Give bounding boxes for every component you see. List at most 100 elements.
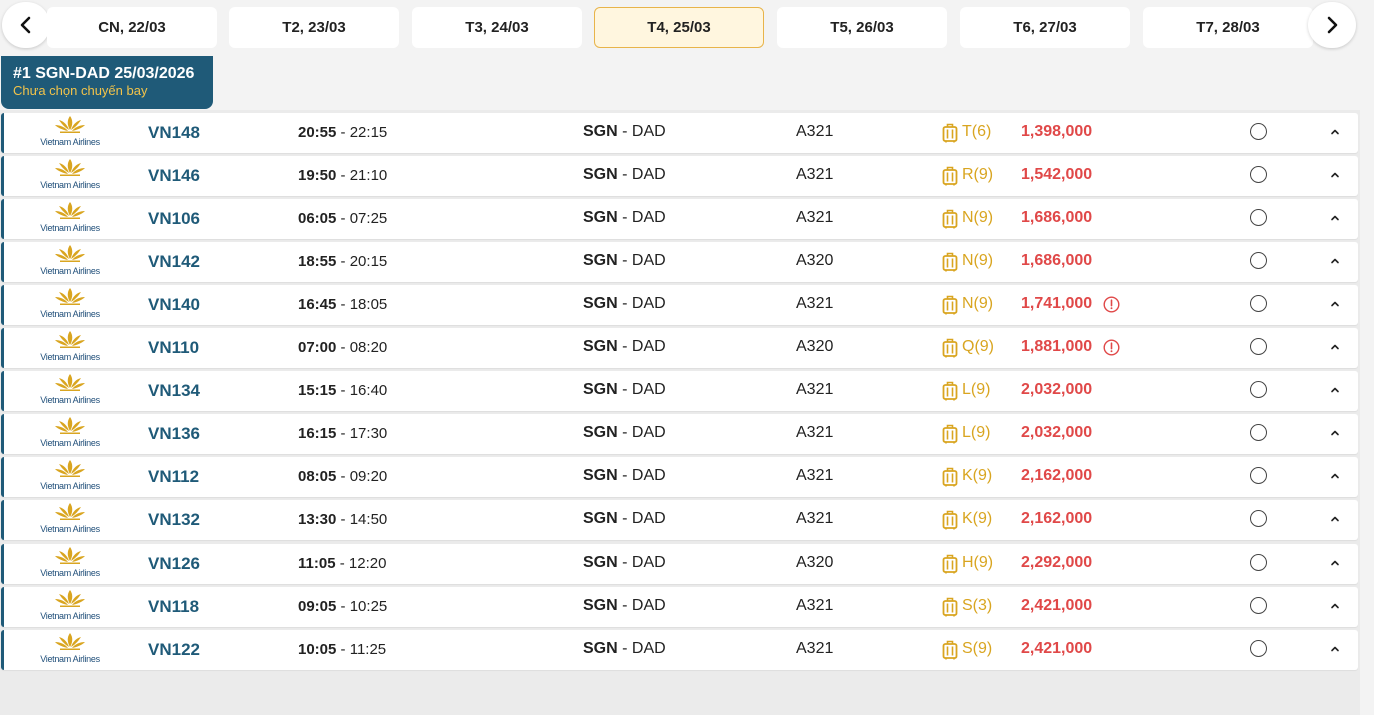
date-tab-0[interactable]: CN, 22/03 xyxy=(47,7,217,48)
fare-price: 2,421,000 xyxy=(1021,596,1093,614)
chevron-up-icon[interactable] xyxy=(1329,470,1341,482)
airline-logo: Vietnam Airlines xyxy=(34,287,106,323)
flight-row[interactable]: Vietnam Airlines VN136 16:15 - 17:30 SGN… xyxy=(1,414,1358,455)
flight-number: VN140 xyxy=(148,295,200,315)
arrival-time: 21:10 xyxy=(349,167,388,185)
chevron-up-icon[interactable] xyxy=(1329,557,1341,569)
flight-route: SGN - DAD xyxy=(583,295,666,313)
chevron-up-icon[interactable] xyxy=(1329,427,1341,439)
airline-logo: Vietnam Airlines xyxy=(34,373,106,409)
next-date-button[interactable] xyxy=(1308,2,1356,48)
select-flight-radio[interactable] xyxy=(1250,166,1267,184)
lotus-logo-icon xyxy=(55,159,85,177)
fare-class: L(9) xyxy=(962,381,991,399)
destination-airport: DAD xyxy=(631,123,666,140)
lotus-logo-icon xyxy=(55,116,85,133)
select-flight-radio[interactable] xyxy=(1250,639,1267,657)
warning-icon[interactable] xyxy=(1103,296,1120,313)
flight-row[interactable]: Vietnam Airlines VN126 11:05 - 12:20 SGN… xyxy=(1,543,1358,584)
chevron-up-icon[interactable] xyxy=(1329,298,1341,310)
departure-time: 19:50 xyxy=(298,167,337,185)
flight-row[interactable]: Vietnam Airlines VN122 10:05 - 11:25 SGN… xyxy=(1,629,1358,670)
select-flight-radio[interactable] xyxy=(1250,252,1267,270)
flight-row[interactable]: Vietnam Airlines VN106 06:05 - 07:25 SGN… xyxy=(1,199,1358,240)
airline-logo-text: Vietnam Airlines xyxy=(40,309,100,320)
chevron-up-icon[interactable] xyxy=(1329,600,1341,612)
select-flight-radio[interactable] xyxy=(1250,209,1267,227)
select-flight-radio[interactable] xyxy=(1250,295,1267,313)
origin-airport: SGN xyxy=(583,467,618,485)
chevron-up-icon[interactable] xyxy=(1329,255,1341,267)
fare-class: S(9) xyxy=(962,639,993,657)
prev-date-button[interactable] xyxy=(2,2,50,48)
flight-row[interactable]: Vietnam Airlines VN134 15:15 - 16:40 SGN… xyxy=(1,371,1358,412)
arrival-time: 18:05 xyxy=(349,296,388,314)
luggage-icon xyxy=(942,338,958,358)
flight-row[interactable]: Vietnam Airlines VN118 09:05 - 10:25 SGN… xyxy=(1,586,1358,627)
chevron-up-icon[interactable] xyxy=(1329,212,1341,224)
warning-icon[interactable] xyxy=(1103,339,1120,356)
select-flight-radio[interactable] xyxy=(1250,381,1267,399)
select-flight-radio[interactable] xyxy=(1250,424,1267,442)
luggage-icon xyxy=(942,554,958,573)
aircraft-type: A321 xyxy=(796,596,834,614)
flight-row[interactable]: Vietnam Airlines VN142 18:55 - 20:15 SGN… xyxy=(1,242,1358,283)
departure-time: 20:55 xyxy=(298,124,337,141)
chevron-up-icon[interactable] xyxy=(1329,513,1341,525)
luggage-icon xyxy=(942,381,958,401)
chevron-up-icon[interactable] xyxy=(1329,384,1341,396)
flight-row[interactable]: Vietnam Airlines VN112 08:05 - 09:20 SGN… xyxy=(1,457,1358,498)
date-tab-1[interactable]: T2, 23/03 xyxy=(229,7,399,48)
lotus-logo-icon xyxy=(55,546,85,564)
flight-route: SGN - DAD xyxy=(583,381,666,399)
origin-airport: SGN xyxy=(583,295,618,313)
select-flight-radio[interactable] xyxy=(1250,510,1267,528)
airline-logo-text: Vietnam Airlines xyxy=(40,180,100,191)
arrival-time: 11:25 xyxy=(349,640,387,658)
aircraft-type: A320 xyxy=(796,553,834,571)
select-flight-radio[interactable] xyxy=(1250,338,1267,356)
departure-time: 13:30 xyxy=(298,511,337,529)
luggage-icon xyxy=(942,209,958,229)
origin-airport: SGN xyxy=(583,596,618,614)
flight-route: SGN - DAD xyxy=(583,553,666,571)
airline-logo: Vietnam Airlines xyxy=(34,158,106,194)
date-tab-6[interactable]: T7, 28/03 xyxy=(1143,7,1313,48)
chevron-up-icon[interactable] xyxy=(1329,169,1341,181)
fare-class: S(3) xyxy=(962,596,993,614)
select-flight-radio[interactable] xyxy=(1250,553,1267,571)
chevron-up-icon[interactable] xyxy=(1329,341,1341,353)
select-flight-radio[interactable] xyxy=(1250,467,1267,485)
date-tab-4[interactable]: T5, 26/03 xyxy=(777,7,947,48)
destination-airport: DAD xyxy=(631,639,666,657)
date-tab-3-active[interactable]: T4, 25/03 xyxy=(594,7,764,48)
airline-logo: Vietnam Airlines xyxy=(34,502,106,538)
flight-time: 20:55 - 22:15 xyxy=(298,124,388,141)
fare-class: Q(9) xyxy=(962,338,994,356)
date-tab-2[interactable]: T3, 24/03 xyxy=(412,7,582,48)
select-flight-radio[interactable] xyxy=(1250,596,1267,614)
flight-route: SGN - DAD xyxy=(583,510,666,528)
aircraft-type: A321 xyxy=(796,381,834,399)
date-tab-5[interactable]: T6, 27/03 xyxy=(960,7,1130,48)
departure-time: 16:15 xyxy=(298,425,337,443)
fare-class: N(9) xyxy=(962,252,994,270)
chevron-up-icon[interactable] xyxy=(1329,126,1341,138)
flight-row[interactable]: Vietnam Airlines VN110 07:00 - 08:20 SGN… xyxy=(1,328,1358,369)
flight-row[interactable]: Vietnam Airlines VN146 19:50 - 21:10 SGN… xyxy=(1,156,1358,197)
flight-row[interactable]: Vietnam Airlines VN132 13:30 - 14:50 SGN… xyxy=(1,500,1358,541)
origin-airport: SGN xyxy=(583,166,618,184)
chevron-up-icon[interactable] xyxy=(1329,643,1341,655)
luggage-icon xyxy=(942,511,958,530)
destination-airport: DAD xyxy=(631,166,666,184)
fare-price: 2,162,000 xyxy=(1021,510,1093,528)
select-flight-radio[interactable] xyxy=(1250,123,1267,140)
fare-class: H(9) xyxy=(962,553,994,571)
airline-logo: Vietnam Airlines xyxy=(34,330,106,366)
flight-row[interactable]: Vietnam Airlines VN140 16:45 - 18:05 SGN… xyxy=(1,285,1358,326)
fare-class: K(9) xyxy=(962,467,993,485)
arrival-time: 09:20 xyxy=(349,468,388,486)
arrival-time: 16:40 xyxy=(349,382,388,400)
flight-route: SGN - DAD xyxy=(583,467,666,485)
flight-row[interactable]: Vietnam Airlines VN148 20:55 - 22:15 SGN… xyxy=(1,113,1358,153)
